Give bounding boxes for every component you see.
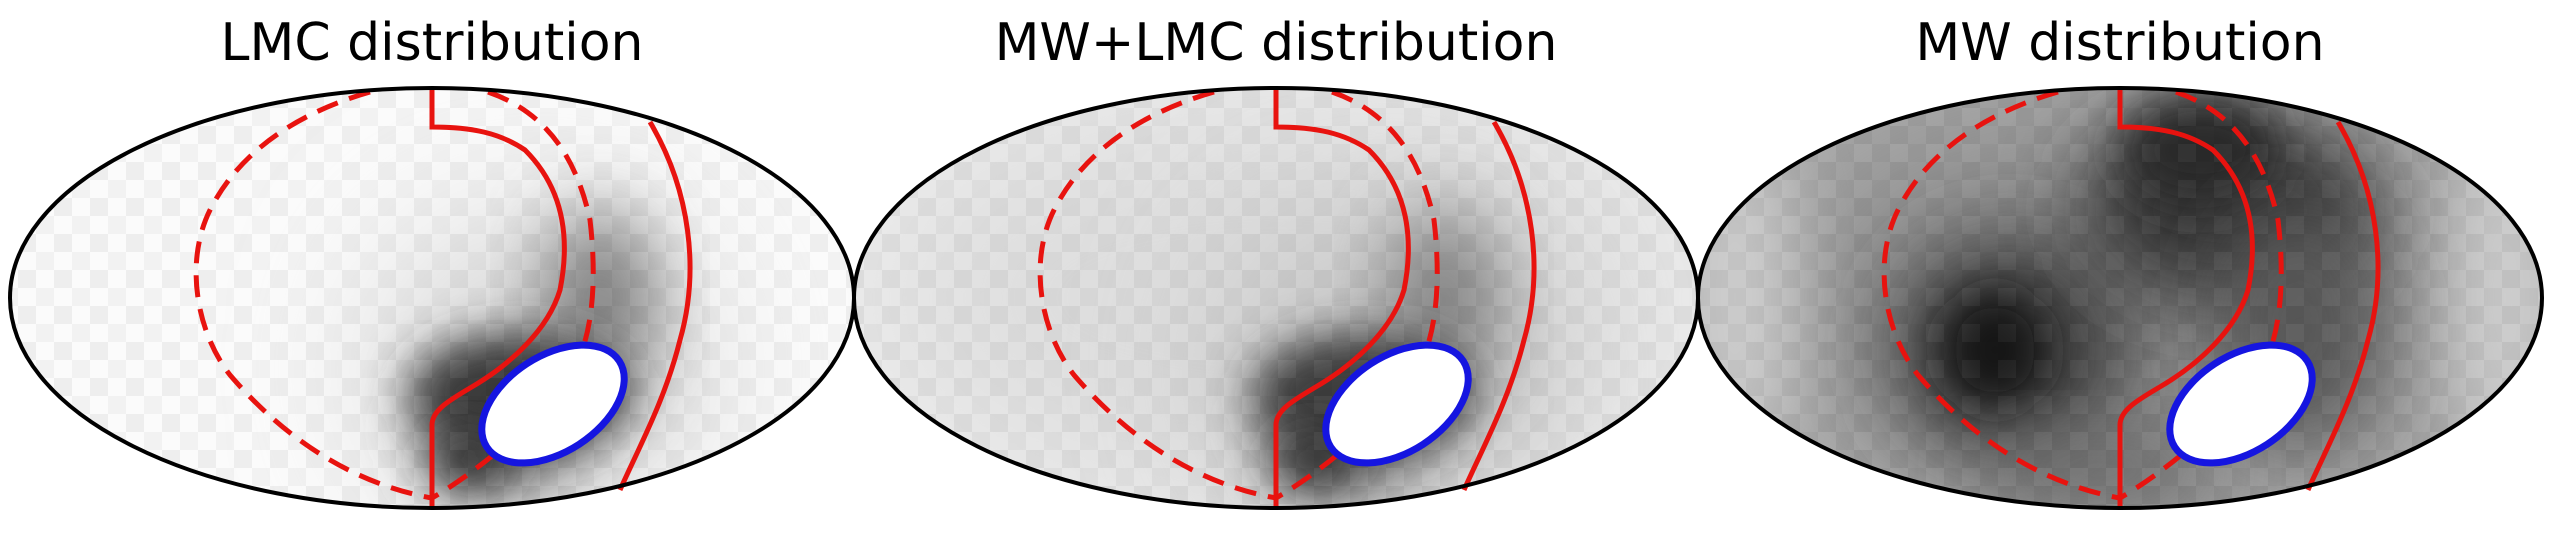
panel-title: MW+LMC distribution (995, 13, 1558, 73)
lmc-region (478, 341, 628, 467)
red-contour (2305, 120, 2381, 492)
panel-title: MW distribution (1915, 13, 2324, 73)
lmc-region (1322, 341, 1472, 467)
blue-contour (478, 341, 628, 467)
panel-title: LMC distribution (220, 13, 643, 73)
red-contour (1461, 120, 1537, 492)
panel-mw: MW distribution (1696, 13, 2544, 510)
red-contour (617, 120, 693, 492)
red-contour (1037, 89, 1277, 501)
blue-contour (2166, 341, 2316, 467)
blue-contour (1322, 341, 1472, 467)
red-contour (193, 89, 433, 501)
red-contour (1273, 90, 1411, 508)
lmc-region (2166, 341, 2316, 467)
red-contour (2117, 90, 2255, 508)
red-contour (429, 90, 567, 508)
mollweide-outline (1696, 86, 2544, 510)
panel-mw-lmc: MW+LMC distribution (852, 13, 1700, 510)
panel-lmc: LMC distribution (8, 13, 856, 510)
red-contour (1881, 89, 2121, 501)
